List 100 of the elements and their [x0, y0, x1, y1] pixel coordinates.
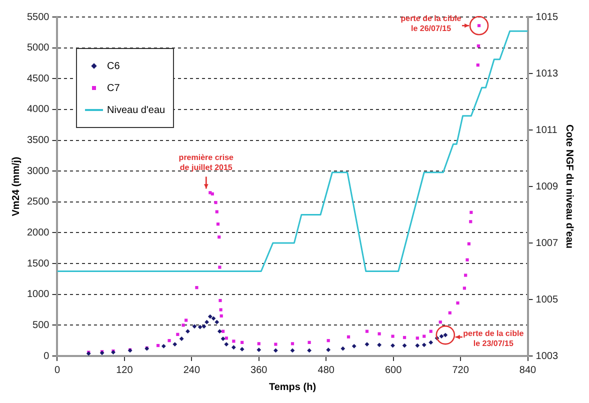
y-tick-label: 5000	[26, 42, 50, 54]
point	[476, 44, 480, 48]
point	[365, 330, 369, 333]
point	[456, 301, 460, 305]
y2-tick-label: 1013	[536, 68, 558, 80]
point	[402, 336, 406, 340]
point	[307, 348, 312, 353]
annotation: première crise de juillet 2015	[178, 152, 234, 173]
point	[179, 336, 184, 341]
point	[184, 318, 188, 322]
y-axis-title: Vm24 (mm/j)	[10, 156, 22, 216]
point	[308, 340, 311, 344]
point	[215, 210, 218, 214]
x-tick-label: 120	[116, 364, 134, 376]
point	[214, 320, 220, 324]
y-tick-label: 1000	[26, 289, 50, 300]
point	[290, 342, 294, 346]
x-tick-label: 840	[519, 364, 537, 376]
point	[240, 340, 244, 344]
x-tick-label: 240	[183, 364, 200, 376]
point	[470, 210, 473, 214]
point	[240, 347, 244, 352]
point	[211, 316, 216, 321]
point	[326, 339, 330, 342]
y2-tick-label: 1005	[536, 294, 558, 306]
point	[257, 342, 260, 346]
point	[218, 298, 222, 302]
y-tick-label: 1500	[26, 258, 50, 270]
point	[192, 324, 197, 329]
point	[467, 242, 470, 246]
point	[218, 266, 222, 269]
point	[168, 339, 171, 342]
point	[204, 320, 209, 324]
point	[214, 200, 218, 204]
point	[156, 344, 160, 348]
point	[428, 340, 434, 345]
point	[464, 274, 468, 277]
point	[220, 314, 223, 318]
y-tick-label: 2500	[26, 196, 50, 208]
point	[224, 336, 228, 340]
point	[274, 342, 278, 346]
x-tick-label: 600	[384, 364, 402, 376]
point	[198, 324, 202, 330]
point	[416, 336, 419, 340]
y2-tick-label: 1003	[536, 350, 558, 362]
y-tick-label: 5500	[26, 12, 50, 23]
point	[422, 334, 426, 338]
y2-tick-label: 1015	[536, 12, 558, 23]
point	[466, 258, 469, 262]
y2-tick-label: 1011	[536, 124, 558, 136]
annotation: perte de la cible le 26/07/15	[400, 14, 462, 34]
point	[346, 335, 350, 338]
point	[378, 332, 381, 336]
point	[224, 342, 229, 346]
point	[326, 348, 331, 352]
y-tick-label: 500	[32, 320, 50, 331]
x-tick-label: 720	[452, 364, 470, 376]
y2-axis-title: Cote NGF du niveau d'eau	[563, 124, 574, 249]
legend-label: Niveau d'eau	[107, 104, 166, 116]
x-tick-label: 360	[250, 364, 268, 376]
point	[218, 235, 221, 239]
x-axis-title: Temps (h)	[268, 382, 316, 393]
point	[231, 345, 236, 350]
legend-label: C7	[107, 82, 120, 94]
y2-tick-label: 1007	[536, 238, 558, 249]
point	[256, 348, 262, 352]
point	[219, 308, 222, 312]
point	[221, 330, 225, 333]
point	[161, 344, 166, 348]
point	[377, 342, 382, 348]
point	[469, 220, 472, 224]
x-tick-label: 480	[318, 364, 335, 376]
point	[220, 336, 226, 341]
point	[195, 286, 198, 290]
point	[182, 324, 185, 327]
point	[422, 342, 426, 348]
y-tick-label: 4000	[26, 104, 50, 116]
point	[290, 348, 295, 353]
point	[429, 330, 432, 333]
point	[202, 324, 206, 329]
point	[476, 64, 480, 67]
point	[232, 340, 236, 343]
y-tick-label: 3000	[26, 166, 50, 177]
point	[186, 329, 190, 334]
y-tick-label: 3500	[26, 135, 50, 146]
y2-tick-label: 1009	[536, 181, 558, 192]
point	[402, 343, 407, 348]
point	[391, 334, 394, 338]
point	[438, 320, 442, 324]
point	[462, 286, 466, 290]
x-tick-label: 0	[54, 364, 60, 376]
point	[172, 342, 178, 346]
point	[208, 314, 212, 319]
y-tick-label: 0	[44, 350, 50, 362]
y-tick-label: 4500	[26, 73, 50, 84]
y-tick-label: 2000	[26, 227, 50, 238]
point	[340, 346, 346, 351]
point	[176, 332, 180, 336]
legend-label: C6	[107, 60, 120, 72]
point	[217, 329, 222, 334]
